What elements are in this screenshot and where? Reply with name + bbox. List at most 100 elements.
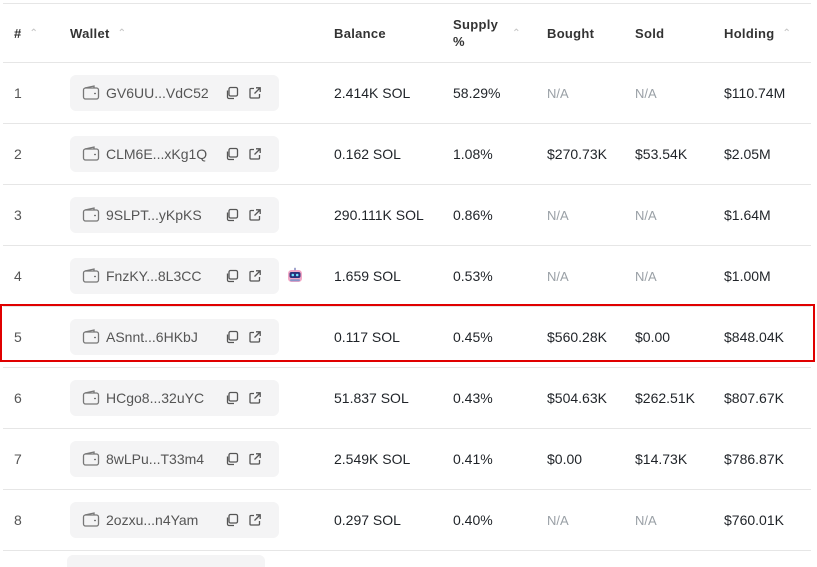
wallet-pill[interactable]: CLM6E...xKg1Q: [70, 136, 279, 172]
external-link-icon[interactable]: [246, 267, 264, 285]
header-sold[interactable]: Sold: [635, 4, 664, 62]
header-balance[interactable]: Balance: [334, 4, 386, 62]
wallet-address[interactable]: GV6UU...VdC52: [106, 85, 209, 101]
table-row[interactable]: 6 HCgo8...32uYC 51.837 SOL 0.43% $504.63…: [3, 368, 811, 429]
wallet-pill[interactable]: 9SLPT...yKpKS: [70, 197, 279, 233]
external-link-icon[interactable]: [246, 511, 264, 529]
holding-cell: $760.01K: [724, 512, 784, 528]
wallet-icon: [82, 84, 100, 102]
table-row[interactable]: 4 FnzKY...8L3CC 1.659 SOL 0.53% N/A N/A …: [3, 246, 811, 307]
rank-cell: 3: [14, 207, 22, 223]
wallet-icon: [82, 267, 100, 285]
header-holding[interactable]: Holding ⌃: [724, 4, 791, 62]
wallet-address[interactable]: 2ozxu...n4Yam: [106, 512, 199, 528]
bought-cell: $270.73K: [547, 146, 607, 162]
copy-icon[interactable]: [223, 145, 241, 163]
table-row[interactable]: 3 9SLPT...yKpKS 290.111K SOL 0.86% N/A N…: [3, 185, 811, 246]
rank-cell: 7: [14, 451, 22, 467]
sort-arrow-icon[interactable]: ⌃: [117, 27, 127, 39]
supply-cell: 0.53%: [453, 268, 493, 284]
wallet-pill-partial: [67, 555, 265, 567]
wallet-icon: [82, 328, 100, 346]
external-link-icon[interactable]: [246, 145, 264, 163]
wallet-pill[interactable]: ASnnt...6HKbJ: [70, 319, 279, 355]
external-link-icon[interactable]: [246, 84, 264, 102]
holding-cell: $110.74M: [724, 85, 786, 101]
wallet-address[interactable]: FnzKY...8L3CC: [106, 268, 202, 284]
external-link-icon[interactable]: [246, 328, 264, 346]
balance-cell: 290.111K SOL: [334, 207, 424, 223]
balance-cell: 0.162 SOL: [334, 146, 401, 162]
robot-icon: [286, 267, 304, 285]
balance-cell: 2.549K SOL: [334, 451, 411, 467]
bought-cell: $0.00: [547, 451, 583, 467]
wallet-address[interactable]: CLM6E...xKg1Q: [106, 146, 208, 162]
rank-cell: 5: [14, 329, 22, 345]
wallet-icon: [82, 145, 100, 163]
supply-cell: 0.45%: [453, 329, 493, 345]
copy-icon[interactable]: [223, 84, 241, 102]
bought-cell: N/A: [547, 268, 569, 284]
wallet-address[interactable]: ASnnt...6HKbJ: [106, 329, 198, 345]
table-body: 1 GV6UU...VdC52 2.414K SOL 58.29% N/A N/…: [3, 63, 811, 551]
sold-cell: N/A: [635, 207, 657, 223]
header-bought[interactable]: Bought: [547, 4, 594, 62]
holding-cell: $1.00M: [724, 268, 771, 284]
wallet-icon: [82, 511, 100, 529]
table-row[interactable]: 2 CLM6E...xKg1Q 0.162 SOL 1.08% $270.73K…: [3, 124, 811, 185]
table-row[interactable]: 7 8wLPu...T33m4 2.549K SOL 0.41% $0.00 $…: [3, 429, 811, 490]
wallet-pill[interactable]: GV6UU...VdC52: [70, 75, 279, 111]
header-wallet[interactable]: Wallet ⌃: [70, 4, 126, 62]
table-row[interactable]: 8 2ozxu...n4Yam 0.297 SOL 0.40% N/A N/A …: [3, 490, 811, 551]
sold-cell: $14.73K: [635, 451, 688, 467]
copy-icon[interactable]: [223, 389, 241, 407]
wallet-address[interactable]: 8wLPu...T33m4: [106, 451, 205, 467]
sort-arrow-icon[interactable]: ⌃: [782, 27, 792, 39]
copy-icon[interactable]: [223, 328, 241, 346]
external-link-icon[interactable]: [246, 206, 264, 224]
wallet-pill[interactable]: HCgo8...32uYC: [70, 380, 279, 416]
balance-cell: 51.837 SOL: [334, 390, 409, 406]
supply-cell: 0.86%: [453, 207, 493, 223]
bought-cell: N/A: [547, 85, 569, 101]
bought-cell: $504.63K: [547, 390, 607, 406]
rank-cell: 6: [14, 390, 22, 406]
copy-icon[interactable]: [223, 206, 241, 224]
sold-cell: N/A: [635, 512, 657, 528]
balance-cell: 1.659 SOL: [334, 268, 401, 284]
rank-cell: 4: [14, 268, 22, 284]
supply-cell: 1.08%: [453, 146, 493, 162]
header-supply-line1: Supply: [453, 17, 499, 32]
header-supply[interactable]: Supply % ⌃: [453, 4, 521, 62]
wallet-address[interactable]: HCgo8...32uYC: [106, 390, 205, 406]
bought-cell: N/A: [547, 207, 569, 223]
wallet-pill[interactable]: FnzKY...8L3CC: [70, 258, 279, 294]
wallet-pill[interactable]: 2ozxu...n4Yam: [70, 502, 279, 538]
external-link-icon[interactable]: [246, 450, 264, 468]
table-header: # ⌃ Wallet ⌃ Balance Supply % ⌃ Bought S…: [3, 3, 811, 63]
table-row[interactable]: 1 GV6UU...VdC52 2.414K SOL 58.29% N/A N/…: [3, 63, 811, 124]
sort-arrow-icon[interactable]: ⌃: [512, 27, 521, 39]
copy-icon[interactable]: [223, 450, 241, 468]
header-rank-label: #: [14, 25, 22, 41]
balance-cell: 0.297 SOL: [334, 512, 401, 528]
table-row[interactable]: 5 ASnnt...6HKbJ 0.117 SOL 0.45% $560.28K…: [3, 307, 811, 368]
sold-cell: N/A: [635, 85, 657, 101]
wallet-icon: [82, 206, 100, 224]
holding-cell: $1.64M: [724, 207, 771, 223]
header-bought-label: Bought: [547, 25, 595, 41]
wallet-icon: [82, 450, 100, 468]
bought-cell: $560.28K: [547, 329, 607, 345]
sort-arrow-icon[interactable]: ⌃: [29, 27, 39, 39]
header-wallet-label: Wallet: [70, 25, 110, 41]
holders-table: # ⌃ Wallet ⌃ Balance Supply % ⌃ Bought S…: [3, 3, 811, 551]
wallet-icon: [82, 389, 100, 407]
copy-icon[interactable]: [223, 511, 241, 529]
balance-cell: 0.117 SOL: [334, 329, 400, 345]
wallet-pill[interactable]: 8wLPu...T33m4: [70, 441, 279, 477]
wallet-address[interactable]: 9SLPT...yKpKS: [106, 207, 202, 223]
copy-icon[interactable]: [223, 267, 241, 285]
header-sold-label: Sold: [635, 25, 665, 41]
header-rank[interactable]: # ⌃: [14, 4, 38, 62]
external-link-icon[interactable]: [246, 389, 264, 407]
